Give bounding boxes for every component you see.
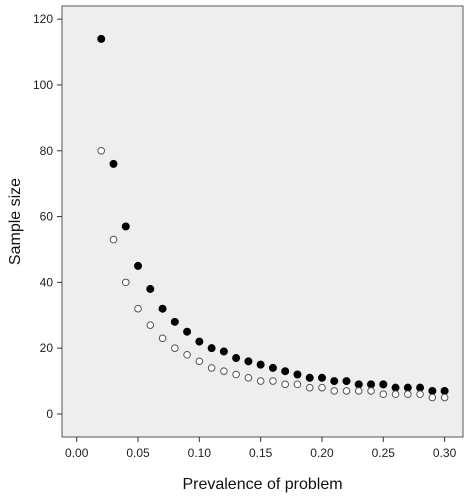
data-point-hollow xyxy=(207,364,216,372)
data-point-filled xyxy=(391,383,400,392)
data-point-hollow xyxy=(256,377,265,385)
data-point-filled xyxy=(244,357,253,366)
data-point-filled xyxy=(268,363,277,372)
data-point-hollow xyxy=(305,383,314,392)
data-point-hollow xyxy=(281,380,289,389)
data-point-hollow xyxy=(146,321,155,329)
data-point-hollow xyxy=(220,367,228,376)
data-point-filled xyxy=(367,380,376,389)
data-point-hollow xyxy=(428,393,437,402)
data-point-hollow xyxy=(109,235,118,244)
data-point-filled xyxy=(305,373,314,382)
data-point-filled xyxy=(170,317,179,326)
data-point-filled xyxy=(134,261,143,270)
x-axis: 0.00 0.05 0.10 0.15 0.20 0.25 0.30 xyxy=(65,437,457,460)
y-tick-label: 120 xyxy=(33,12,53,26)
y-tick-label: 60 xyxy=(40,210,54,224)
y-tick-label: 100 xyxy=(33,78,53,92)
data-point-hollow xyxy=(121,278,130,287)
data-point-filled xyxy=(416,383,425,392)
data-point-filled xyxy=(183,327,192,336)
data-point-filled xyxy=(146,284,155,293)
data-point-filled xyxy=(195,337,204,346)
data-point-hollow xyxy=(342,387,351,395)
data-point-hollow xyxy=(183,350,191,359)
data-point-filled xyxy=(158,304,167,313)
data-point-filled xyxy=(354,380,363,389)
x-tick-label: 0.25 xyxy=(372,446,396,460)
x-tick-label: 0.05 xyxy=(126,446,150,460)
data-point-filled xyxy=(219,347,228,356)
y-tick-label: 0 xyxy=(46,407,53,421)
data-point-hollow xyxy=(293,380,302,389)
data-point-filled xyxy=(293,370,302,379)
data-point-hollow xyxy=(318,383,326,392)
data-point-hollow xyxy=(367,387,375,395)
data-point-hollow xyxy=(97,146,106,155)
y-tick-label: 80 xyxy=(40,144,54,158)
data-point-filled xyxy=(97,34,106,43)
data-point-hollow xyxy=(379,390,388,399)
y-axis-title: Sample size xyxy=(7,178,24,265)
data-point-hollow xyxy=(244,373,253,382)
data-point-filled xyxy=(403,383,412,392)
data-point-hollow xyxy=(354,387,363,395)
data-points xyxy=(97,34,449,402)
x-tick-label: 0.10 xyxy=(188,446,212,460)
data-point-hollow xyxy=(416,390,424,399)
data-point-filled xyxy=(330,377,339,386)
x-tick-label: 0.30 xyxy=(433,446,457,460)
data-point-hollow xyxy=(404,390,412,399)
data-point-filled xyxy=(379,380,388,389)
data-point-filled xyxy=(232,354,241,363)
data-point-filled xyxy=(256,360,265,369)
data-point-hollow xyxy=(171,344,179,352)
data-point-filled xyxy=(440,386,449,395)
plot-area xyxy=(61,5,464,438)
data-point-filled xyxy=(342,377,351,386)
x-axis-title: Prevalence of problem xyxy=(182,476,342,493)
data-point-hollow xyxy=(134,304,142,313)
x-tick-label: 0.20 xyxy=(310,446,334,460)
data-point-hollow xyxy=(391,390,400,399)
data-point-hollow xyxy=(232,370,240,379)
data-point-filled xyxy=(121,222,130,231)
y-tick-label: 20 xyxy=(40,341,54,355)
data-point-hollow xyxy=(195,357,204,366)
data-point-filled xyxy=(317,373,326,382)
data-point-hollow xyxy=(330,387,339,395)
x-tick-label: 0.15 xyxy=(249,446,273,460)
y-tick-label: 40 xyxy=(40,275,54,289)
data-point-hollow xyxy=(158,334,167,343)
y-axis: 0 20 40 60 80 100 120 xyxy=(33,12,62,421)
data-point-filled xyxy=(207,344,216,353)
data-point-filled xyxy=(281,367,290,376)
data-point-filled xyxy=(109,159,118,168)
data-point-hollow xyxy=(440,393,449,402)
x-tick-label: 0.00 xyxy=(65,446,89,460)
data-point-filled xyxy=(428,386,437,395)
data-point-hollow xyxy=(269,377,277,385)
